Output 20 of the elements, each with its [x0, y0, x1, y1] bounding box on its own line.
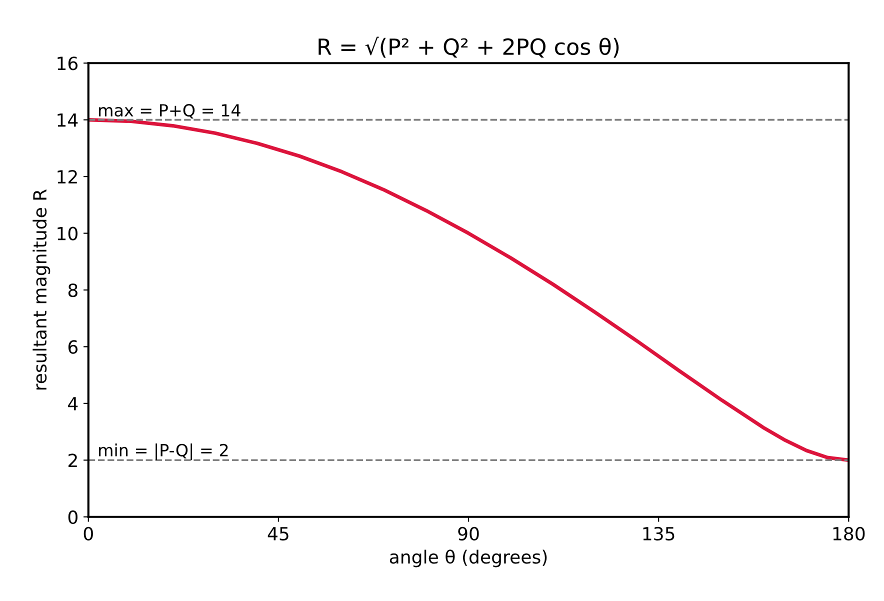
y-tick-label: 6: [68, 340, 78, 354]
x-tick-label: 180: [833, 526, 865, 541]
y-tick-label: 0: [68, 510, 78, 524]
line-series: [88, 118, 849, 462]
y-tick-label: 16: [58, 56, 78, 70]
y-tick-label: 14: [58, 114, 78, 127]
ref-line-label: min = |P-Q| = 2: [99, 443, 228, 460]
y-tick-label: 4: [68, 397, 78, 410]
y-tick-label: 2: [68, 454, 77, 467]
y-tick-label: 12: [58, 170, 77, 184]
x-axis-title: angle θ (degrees): [390, 550, 547, 568]
ref-line-label: max = P+Q = 14: [99, 104, 240, 119]
y-axis-title: resultant magnitude R: [32, 189, 50, 390]
y-tick-label: 10: [58, 226, 78, 240]
chart-title: R = √(P² + Q² + 2PQ cos θ): [318, 36, 619, 58]
x-tick-label: 0: [84, 526, 93, 541]
x-tick-label: 45: [268, 527, 288, 541]
x-tick-label: 135: [643, 526, 674, 541]
x-tick-label: 90: [458, 526, 479, 541]
y-tick-label: 8: [68, 283, 78, 298]
